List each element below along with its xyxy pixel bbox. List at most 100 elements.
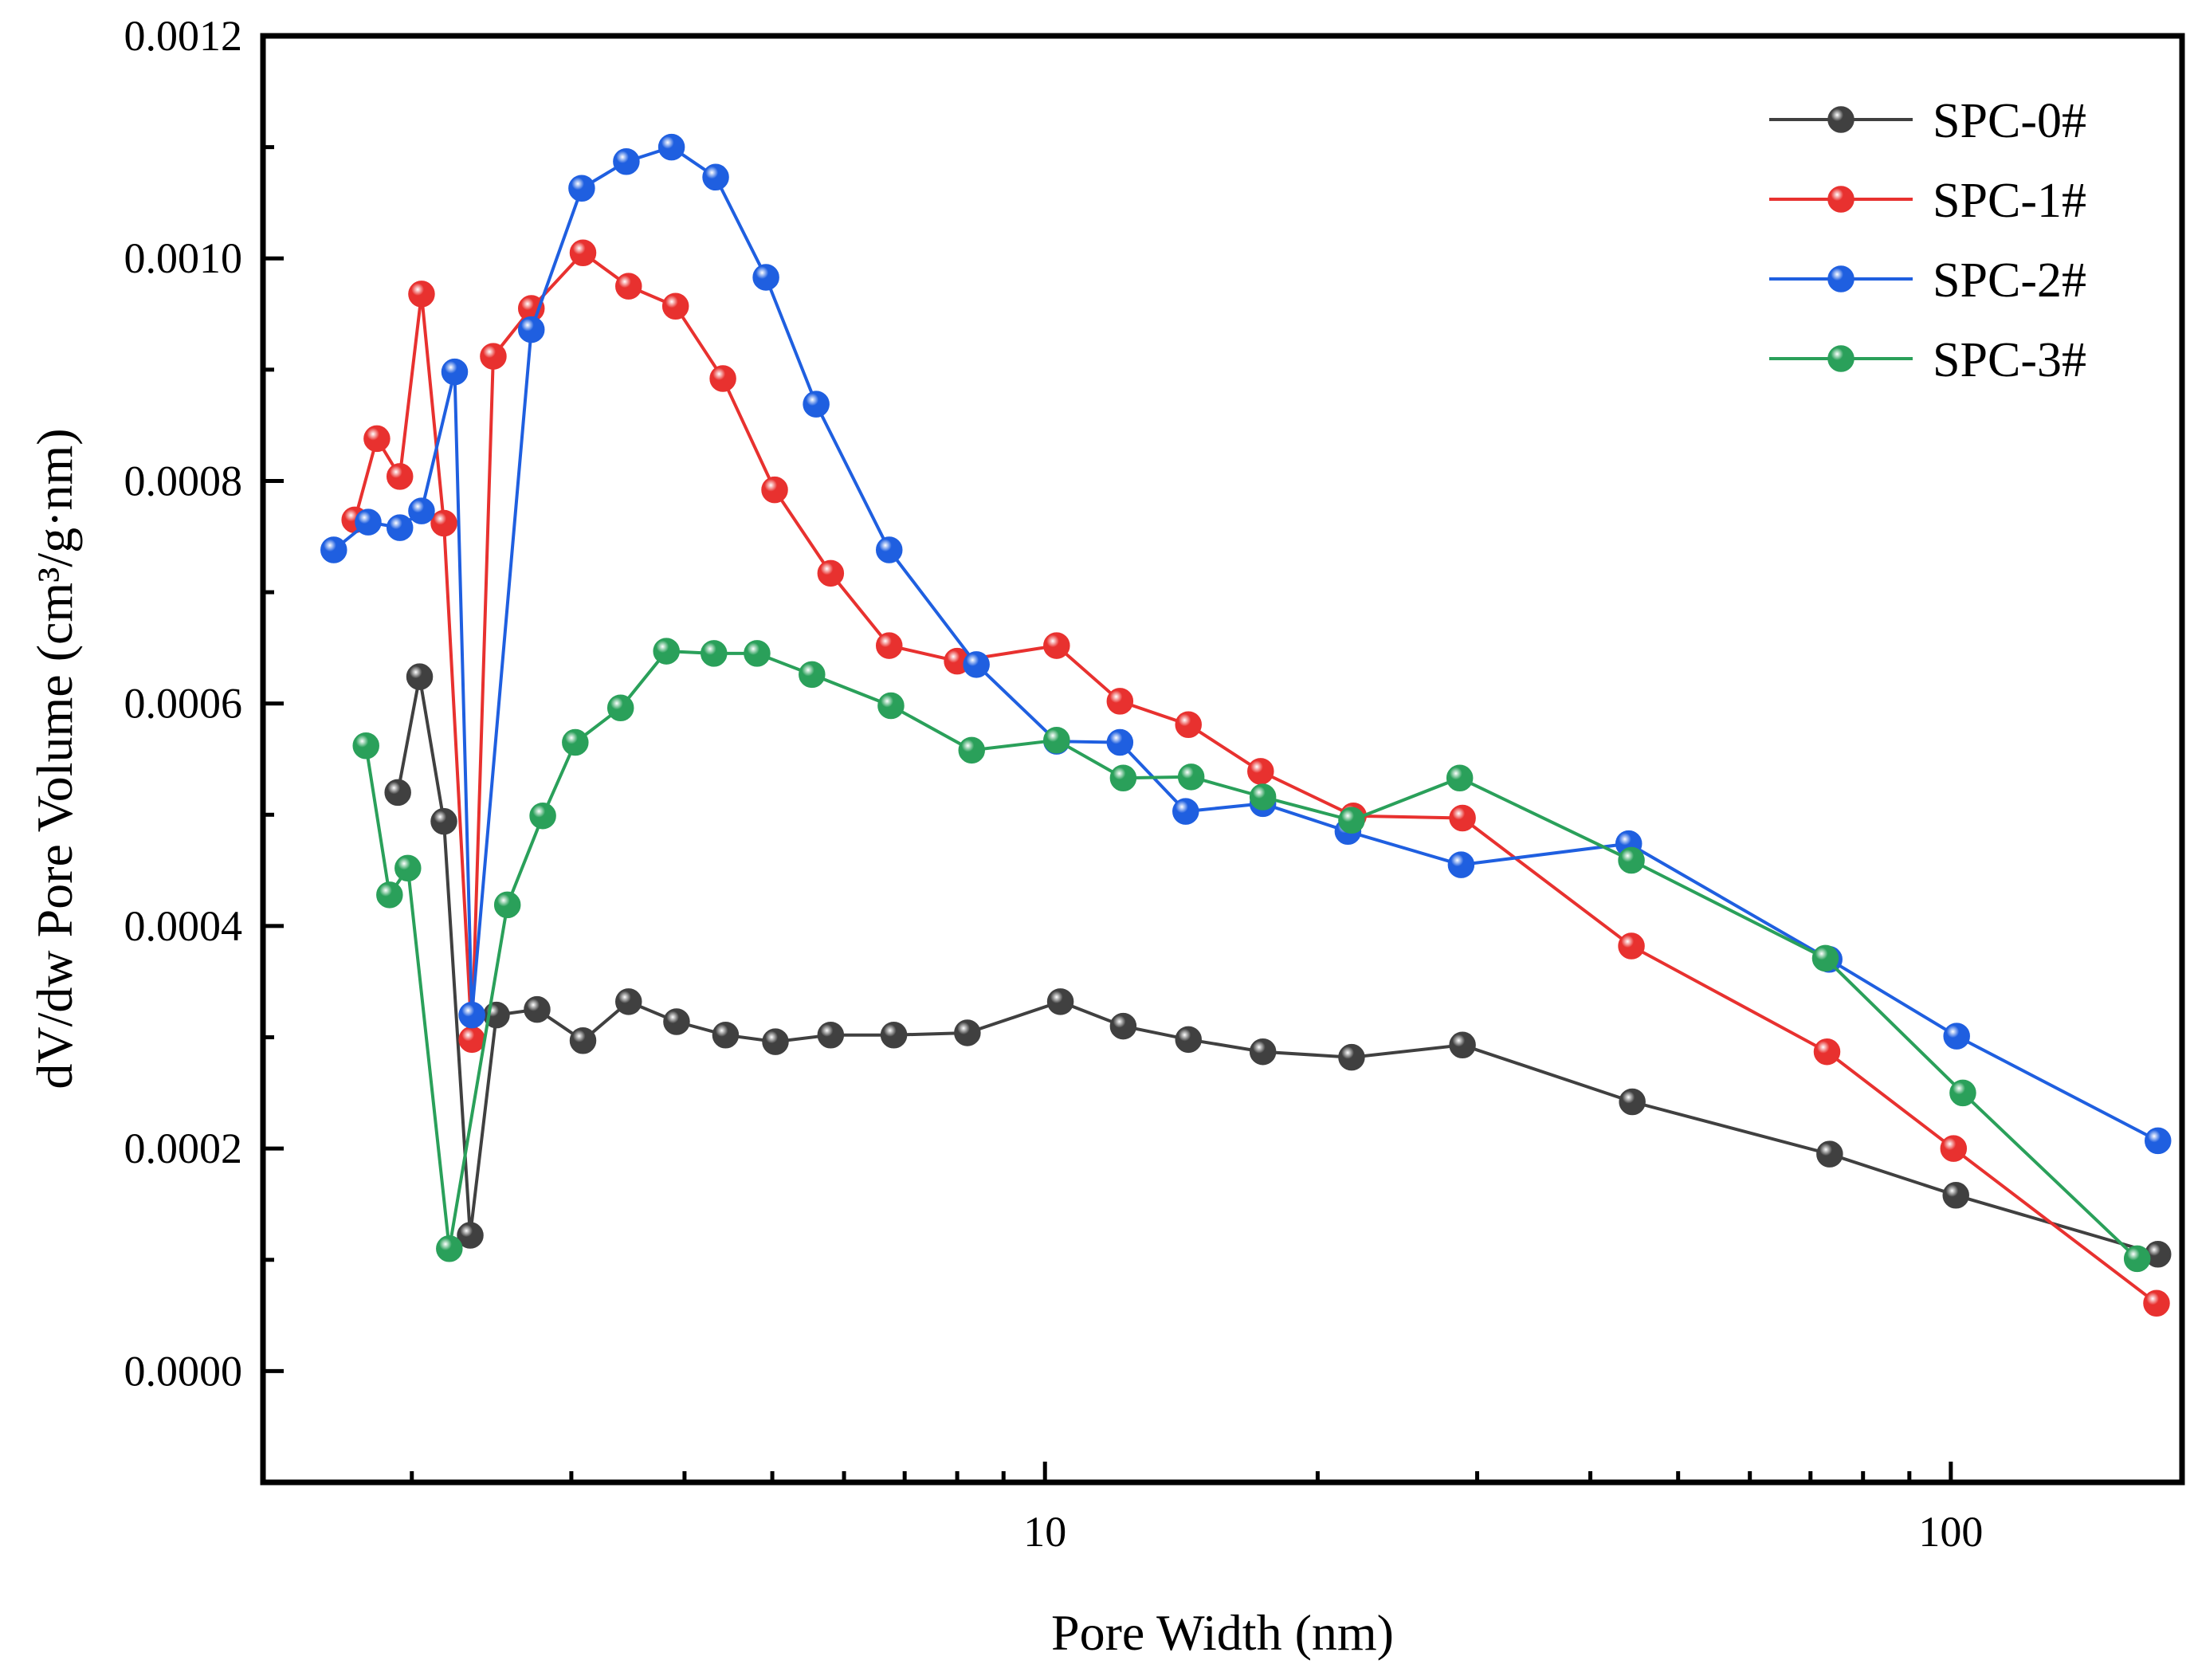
data-point	[568, 175, 595, 202]
data-point	[1816, 1140, 1843, 1168]
legend: SPC-0# SPC-1# SPC-2# SPC-3#	[1769, 94, 2086, 387]
data-point	[430, 509, 457, 537]
data-point	[702, 163, 729, 191]
legend-marker	[1827, 265, 1854, 292]
data-point	[762, 1028, 789, 1055]
data-point	[1618, 846, 1645, 874]
data-point	[1043, 727, 1070, 754]
legend-item: SPC-2#	[1769, 253, 2086, 308]
y-axis-title: dV/dw Pore Volume (cm³/g·nm)	[26, 428, 83, 1089]
x-axis: 10 100	[410, 1462, 1983, 1556]
data-point	[480, 343, 507, 370]
data-point	[394, 854, 422, 882]
data-point	[615, 988, 642, 1015]
data-point	[963, 651, 990, 678]
data-point	[709, 365, 736, 392]
data-point	[1175, 1026, 1202, 1054]
data-point	[877, 692, 905, 720]
y-tick-label: 0.0000	[124, 1347, 243, 1395]
legend-item: SPC-0#	[1769, 94, 2086, 148]
data-point	[615, 273, 642, 300]
data-point	[408, 497, 435, 524]
data-point	[954, 1019, 981, 1046]
legend-marker	[1827, 345, 1854, 372]
data-point	[2143, 1289, 2170, 1317]
legend-label: SPC-1#	[1933, 174, 2086, 228]
data-point	[1619, 1088, 1646, 1116]
data-point	[613, 148, 640, 175]
data-point	[384, 779, 411, 807]
data-point	[958, 736, 985, 764]
y-tick-label: 0.0004	[124, 902, 243, 950]
data-point	[712, 1021, 740, 1049]
data-point	[817, 1021, 845, 1049]
data-point	[1109, 764, 1137, 791]
data-point	[458, 1026, 485, 1054]
y-tick-label: 0.0002	[124, 1125, 243, 1172]
data-point	[1940, 1135, 1968, 1162]
data-point	[355, 508, 382, 536]
data-point	[529, 802, 556, 830]
data-point	[1943, 1023, 1970, 1050]
data-point	[1109, 1012, 1137, 1040]
y-tick-label: 0.0006	[124, 680, 243, 728]
data-point	[2144, 1127, 2172, 1155]
data-point	[569, 239, 597, 266]
data-point	[458, 1001, 485, 1029]
data-point	[436, 1235, 463, 1262]
data-point	[875, 632, 903, 659]
data-point	[1106, 728, 1134, 756]
data-point	[2123, 1245, 2151, 1273]
data-point	[1949, 1079, 1976, 1107]
legend-item: SPC-1#	[1769, 174, 2086, 228]
data-point	[1813, 1038, 1841, 1066]
data-point	[761, 476, 788, 504]
data-point	[817, 559, 845, 587]
data-point	[363, 425, 391, 453]
legend-label: SPC-3#	[1933, 333, 2086, 387]
data-point	[376, 881, 403, 909]
data-point	[386, 463, 414, 490]
data-point	[352, 732, 379, 760]
plot-area	[260, 33, 2185, 1486]
data-point	[1106, 688, 1134, 715]
data-point	[1338, 807, 1365, 834]
y-tick-label: 0.0012	[124, 12, 243, 60]
x-axis-title: Pore Width (nm)	[1051, 1604, 1394, 1661]
data-point	[661, 292, 689, 320]
data-point	[701, 640, 728, 667]
data-point	[1249, 1038, 1277, 1066]
data-point	[1172, 798, 1199, 825]
data-point	[653, 638, 680, 665]
data-point	[524, 995, 551, 1023]
series-line	[332, 145, 2159, 1143]
series-SPC-1#	[341, 239, 2170, 1317]
y-axis: 0.0000 0.0002 0.0004 0.0006 0.0008 0.0010 0.00…	[124, 12, 284, 1485]
data-point	[1046, 988, 1074, 1015]
data-point	[386, 514, 414, 541]
data-point	[320, 536, 347, 563]
series-SPC-2#	[320, 133, 2172, 1155]
series-SPC-0#	[384, 663, 2172, 1268]
data-point	[1338, 1043, 1365, 1071]
data-point	[1618, 932, 1645, 960]
series-line	[353, 250, 2158, 1305]
data-point	[408, 281, 435, 308]
series-line	[396, 676, 2159, 1256]
data-point	[457, 1222, 484, 1249]
data-point	[1175, 711, 1202, 738]
data-point	[562, 728, 589, 756]
data-point	[430, 807, 457, 835]
data-point	[1447, 851, 1475, 878]
data-point	[1811, 944, 1839, 972]
data-point	[441, 358, 469, 386]
data-point	[406, 663, 434, 690]
data-point	[744, 640, 771, 667]
data-point	[1249, 783, 1277, 811]
data-point	[880, 1021, 908, 1049]
legend-item: SPC-3#	[1769, 333, 2086, 387]
data-point	[1247, 758, 1274, 785]
data-point	[1177, 763, 1205, 791]
data-point	[569, 1026, 597, 1054]
